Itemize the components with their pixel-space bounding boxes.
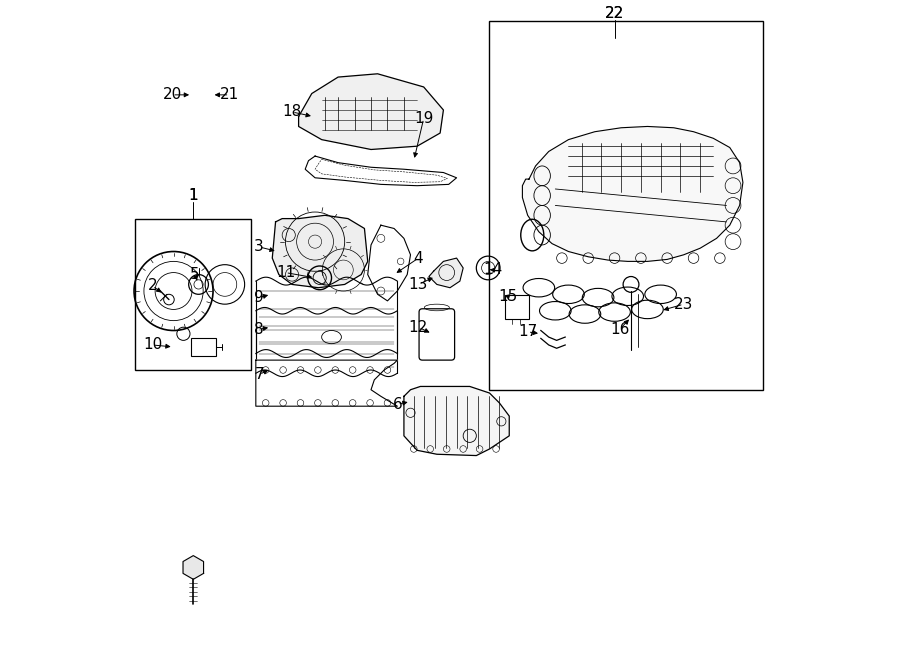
Polygon shape	[256, 360, 397, 407]
Text: 12: 12	[409, 320, 428, 334]
Text: 4: 4	[414, 251, 423, 266]
Polygon shape	[305, 156, 456, 186]
Text: 11: 11	[275, 265, 295, 280]
Text: 23: 23	[674, 297, 693, 312]
Polygon shape	[273, 215, 368, 288]
Polygon shape	[522, 126, 742, 261]
Text: 10: 10	[143, 338, 162, 352]
Text: 17: 17	[518, 325, 537, 339]
Text: 22: 22	[605, 6, 625, 20]
Polygon shape	[183, 556, 203, 579]
Bar	[490, 21, 762, 390]
Text: 5: 5	[190, 267, 200, 282]
Text: 13: 13	[409, 277, 428, 292]
Polygon shape	[368, 225, 410, 301]
FancyBboxPatch shape	[419, 309, 454, 360]
Text: 18: 18	[283, 104, 302, 120]
Text: 7: 7	[255, 367, 264, 382]
Text: 3: 3	[254, 239, 264, 254]
Text: 16: 16	[610, 322, 629, 336]
Text: 6: 6	[392, 397, 402, 412]
Text: 15: 15	[499, 289, 517, 304]
Text: 22: 22	[605, 6, 625, 20]
Text: 8: 8	[255, 322, 264, 336]
Text: 2: 2	[148, 278, 157, 293]
Polygon shape	[299, 74, 444, 149]
FancyBboxPatch shape	[191, 338, 216, 356]
Text: 1: 1	[188, 188, 198, 203]
Text: 21: 21	[220, 87, 239, 102]
Polygon shape	[429, 258, 464, 288]
Polygon shape	[404, 387, 509, 455]
Text: 1: 1	[188, 188, 198, 203]
Text: 19: 19	[414, 111, 434, 126]
Text: 9: 9	[254, 290, 264, 305]
Text: 14: 14	[483, 262, 502, 278]
Text: 20: 20	[163, 87, 182, 102]
FancyBboxPatch shape	[505, 295, 529, 319]
Bar	[135, 219, 250, 370]
